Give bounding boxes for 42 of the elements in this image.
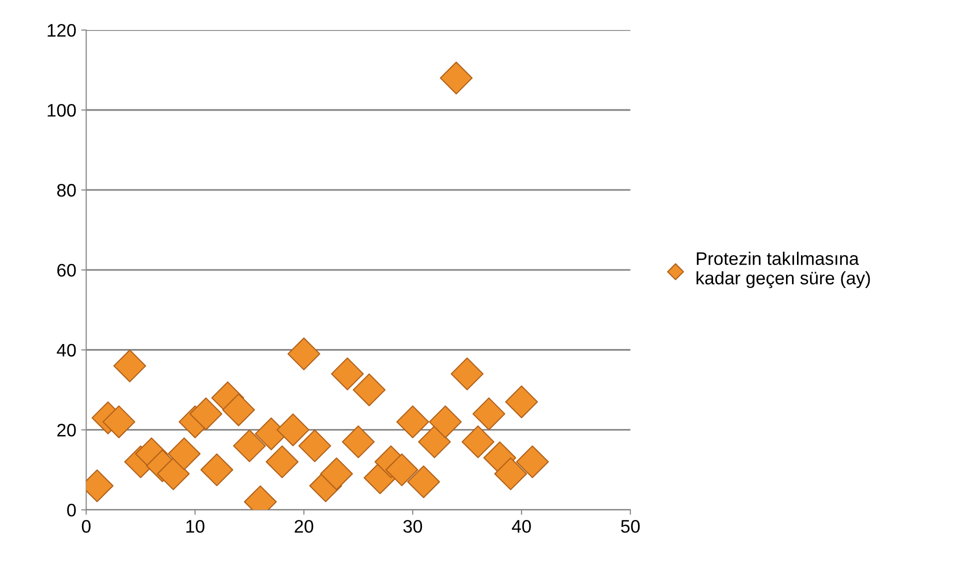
x-tick-label: 10: [186, 520, 204, 533]
point: [440, 62, 473, 94]
x-tick-label: 40: [512, 520, 531, 533]
point: [320, 457, 353, 490]
point: [287, 337, 320, 370]
y-tick-label: 0: [67, 504, 76, 517]
y-tick-label: 40: [56, 344, 76, 357]
y-tick-label: 100: [48, 104, 76, 117]
point: [462, 425, 494, 458]
point: [494, 457, 528, 490]
point: [168, 437, 201, 470]
point: [156, 457, 190, 490]
point: [450, 357, 484, 390]
x-tick-label: 30: [403, 520, 422, 533]
point: [516, 445, 549, 478]
y-tick-label: 20: [57, 424, 76, 437]
x-tick-label: 50: [621, 520, 640, 533]
point: [396, 405, 430, 438]
point: [190, 397, 222, 430]
point: [200, 453, 234, 486]
point: [298, 429, 332, 462]
point: [331, 357, 364, 390]
point: [266, 445, 299, 478]
point: [505, 385, 538, 418]
point: [233, 429, 266, 462]
point: [342, 425, 375, 458]
y-tick-label: 120: [48, 24, 76, 37]
point: [428, 405, 462, 438]
x-tick-label: 0: [82, 520, 91, 533]
point: [113, 349, 146, 382]
y-tick-label: 80: [57, 184, 76, 197]
x-tick-label: 20: [294, 520, 314, 533]
point: [385, 453, 418, 486]
point: [222, 393, 255, 426]
point: [407, 465, 440, 498]
point: [102, 405, 136, 438]
point: [418, 425, 451, 458]
point: [472, 397, 506, 430]
point: [352, 373, 386, 406]
y-tick-label: 60: [57, 264, 76, 277]
legend-label: Protezin takılmasına kadar geçen süre (ay): [696, 252, 870, 288]
point: [276, 413, 310, 446]
